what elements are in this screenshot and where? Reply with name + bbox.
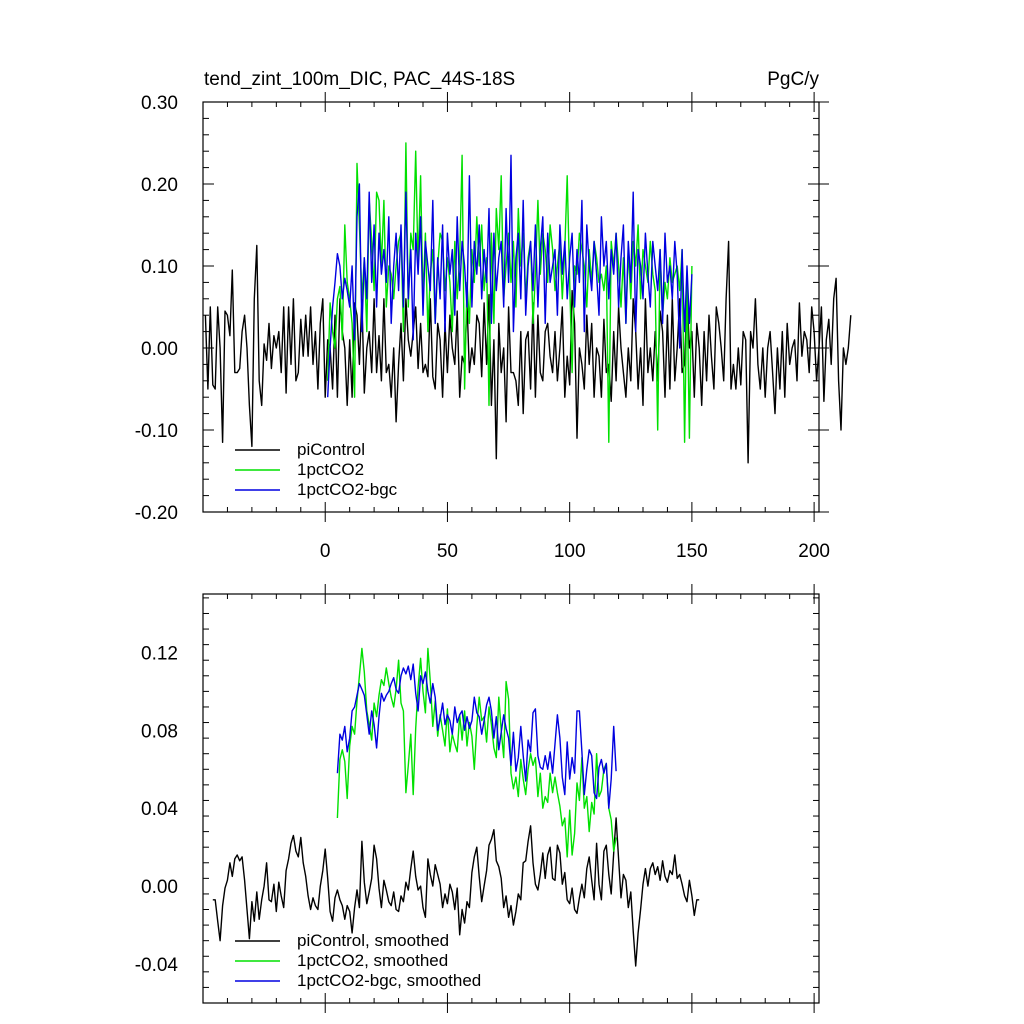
series-line-1pctco2-bgc (327, 154, 693, 398)
top-ytick-label: 0.00 (141, 339, 178, 360)
bottom-panel-plot-area (212, 647, 700, 967)
top-xtick-label: 150 (676, 541, 708, 562)
top-panel-units: PgC/y (767, 69, 819, 90)
legend-label-1pctco2-bgc-smoothed: 1pctCO2-bgc, smoothed (297, 971, 481, 990)
bottom-ytick-label: 0.00 (141, 877, 178, 898)
legend-label-1pctco2: 1pctCO2 (297, 460, 364, 479)
bottom-ytick-label: -0.04 (135, 955, 179, 976)
top-ytick-label: 0.10 (141, 257, 178, 278)
top-ytick-label: 0.20 (141, 175, 178, 196)
series-line-1pctco2-smoothed (336, 647, 617, 858)
bottom-ytick-label: 0.04 (141, 799, 178, 820)
top-xtick-label: 0 (320, 541, 331, 562)
top-panel: tend_zint_100m_DIC, PAC_44S-18S PgC/y -0… (135, 69, 852, 562)
top-xtick-label: 50 (437, 541, 458, 562)
top-xtick-label: 100 (554, 541, 586, 562)
bottom-ytick-label: 0.12 (141, 643, 178, 664)
legend-label-picontrol: piControl (297, 440, 365, 459)
top-panel-plot-area (204, 142, 852, 464)
top-xtick-label: 200 (798, 541, 830, 562)
top-plot-frame (202, 101, 820, 513)
bottom-ytick-label: 0.08 (141, 721, 178, 742)
series-line-picontrol-smoothed (212, 817, 700, 967)
top-ytick-label: -0.20 (135, 503, 178, 524)
series-line-picontrol (204, 240, 852, 464)
series-line-1pctco2-bgc-smoothed (336, 663, 617, 809)
top-ytick-label: -0.10 (135, 421, 178, 442)
top-panel-title: tend_zint_100m_DIC, PAC_44S-18S (204, 69, 515, 90)
bottom-panel: -0.04 0.00 0.04 0.08 0.12 piControl, smoothe… (135, 584, 820, 1013)
legend-label-1pctco2-bgc: 1pctCO2-bgc (297, 480, 398, 499)
bottom-plot-frame (202, 593, 820, 1004)
top-ytick-label: 0.30 (141, 93, 178, 114)
legend-label-1pctco2-smoothed: 1pctCO2, smoothed (297, 951, 448, 970)
bottom-panel-axes: -0.04 0.00 0.04 0.08 0.12 (135, 584, 820, 1013)
series-line-1pctco2 (327, 142, 693, 443)
legend-label-picontrol-smoothed: piControl, smoothed (297, 931, 449, 950)
